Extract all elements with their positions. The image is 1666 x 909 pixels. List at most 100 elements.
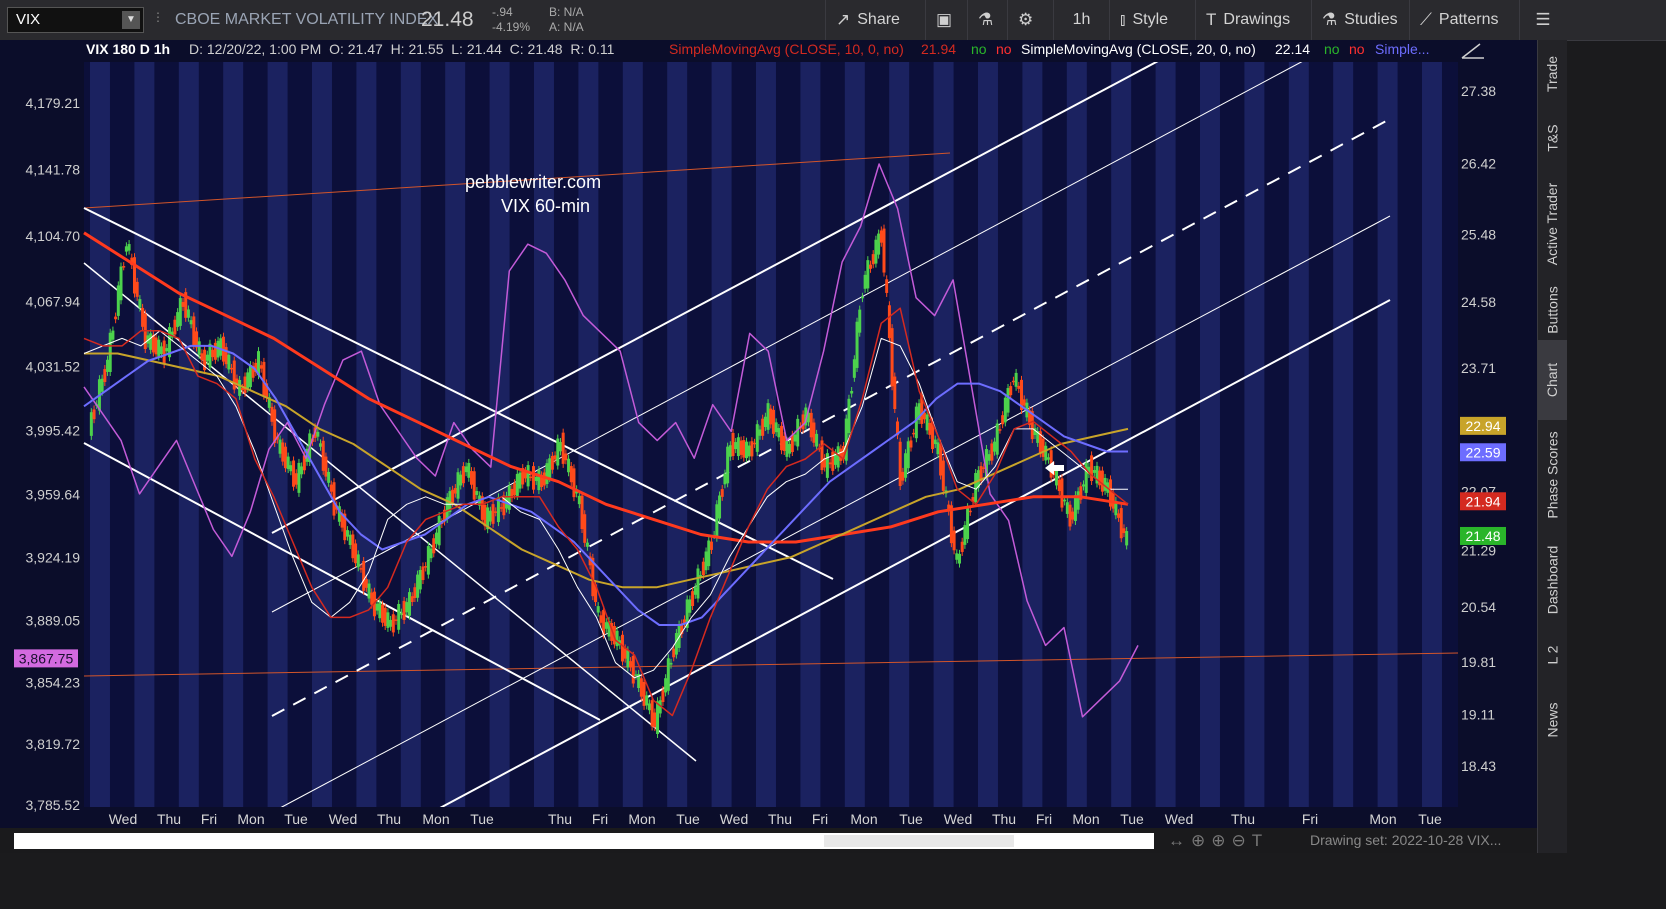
candle-body: [375, 603, 379, 611]
patterns-button[interactable]: ⟋ Patterns: [1409, 0, 1519, 40]
side-tab-l-2[interactable]: L 2: [1538, 630, 1567, 680]
candle-body: [666, 658, 670, 691]
candle-body: [928, 422, 932, 435]
candle-body: [281, 442, 285, 462]
side-panel: Trade T&S Active Trader Buttons Chart Phase S…: [1537, 40, 1567, 860]
candle-body: [577, 495, 581, 505]
candle-body: [321, 440, 325, 471]
candle-body: [715, 504, 719, 538]
candle-body: [734, 442, 738, 450]
candle-body: [548, 458, 552, 479]
candle-body: [642, 681, 646, 706]
time-axis: Wed Thu Fri Mon Tue Wed Thu Mon Tue Thu Fri Mon Tue W…: [84, 807, 1458, 828]
candle-body: [1028, 410, 1032, 425]
settings-button[interactable]: ⚙: [1007, 0, 1053, 40]
text-icon[interactable]: T: [1251, 831, 1269, 850]
flask-icon-studies: ⚗: [1322, 10, 1338, 29]
candle-body: [138, 299, 142, 308]
time-axis-tick: Wed: [720, 811, 749, 827]
candle-body: [960, 541, 964, 552]
candle-body: [971, 497, 975, 502]
snapshot-button[interactable]: ▣: [925, 0, 967, 40]
candle-body: [203, 349, 207, 371]
overlay-labels: [1045, 461, 1064, 475]
candle-body: [1001, 415, 1005, 425]
right-axis-tick: 19.81: [1461, 654, 1496, 670]
candle-body: [246, 372, 250, 389]
side-tab-phase-scores[interactable]: Phase Scores: [1538, 420, 1567, 530]
side-tab-dashboard[interactable]: Dashboard: [1538, 530, 1567, 630]
candle-body: [124, 246, 128, 252]
candle-body: [556, 438, 560, 466]
symbol-input[interactable]: VIX ▼: [7, 7, 144, 33]
candle-body: [1103, 477, 1107, 491]
studies-button[interactable]: ⚗ Studies: [1311, 0, 1409, 40]
candle-body: [745, 441, 749, 459]
candle-body: [232, 360, 236, 390]
candle-body: [100, 378, 104, 392]
style-label: Style: [1132, 11, 1169, 28]
candle-body: [1063, 499, 1067, 502]
sma20-legend: SimpleMovingAvg (CLOSE, 20, 0, no): [1021, 41, 1256, 57]
ask: A: N/A: [549, 20, 584, 34]
side-tab-active-trader[interactable]: Active Trader: [1538, 167, 1567, 280]
rising-channel-bottom: [439, 299, 1391, 809]
link-grip-icon[interactable]: ⋮: [152, 10, 164, 24]
drawing-set-label[interactable]: Drawing set: 2022-10-28 VIX...: [1310, 832, 1502, 848]
candle-body: [949, 505, 953, 544]
header-draw-icon[interactable]: [1461, 43, 1484, 59]
bid: B: N/A: [549, 5, 584, 19]
lab-button[interactable]: ⚗: [967, 0, 1007, 40]
candle-body: [979, 466, 983, 482]
candle-body: [399, 612, 403, 615]
candle-body: [585, 542, 589, 547]
chart-scrollbar[interactable]: [14, 833, 1154, 849]
candle-body: [664, 678, 668, 693]
candle-body: [515, 473, 519, 496]
more-studies-legend[interactable]: Simple...: [1375, 41, 1429, 57]
candle-body: [529, 476, 533, 479]
candle-body: [461, 466, 465, 484]
sma200-line: [83, 231, 1129, 544]
share-button[interactable]: ↗ Share: [825, 0, 925, 40]
candle-body: [192, 316, 196, 346]
candle-body: [259, 365, 263, 369]
zoom-out-icon[interactable]: ⊖: [1231, 831, 1252, 850]
candle-body: [243, 376, 247, 393]
side-tab-t-s[interactable]: T&S: [1538, 108, 1567, 167]
side-tab-chart[interactable]: Chart: [1538, 340, 1567, 420]
menu-button[interactable]: ☰: [1519, 0, 1566, 40]
pan-icon[interactable]: ↔: [1168, 831, 1191, 850]
zoom-in-icon[interactable]: ⊕: [1211, 831, 1232, 850]
style-button[interactable]: ⫾ Style: [1109, 0, 1195, 40]
crosshair-icon[interactable]: ⊕: [1191, 831, 1212, 850]
candle-body: [656, 701, 660, 735]
scrollbar-thumb[interactable]: [824, 835, 1014, 847]
candle-body: [513, 483, 517, 496]
candle-body: [634, 674, 638, 676]
side-tab-news[interactable]: News: [1538, 680, 1567, 760]
side-tab-trade[interactable]: Trade: [1538, 40, 1567, 108]
price-chart[interactable]: VIX 180 D 1h D: 12/20/22, 1:00 PM O: 21.…: [0, 40, 1537, 828]
left-axis-tick: 4,104.70: [26, 228, 81, 244]
timeframe-label: 1h: [1072, 11, 1091, 28]
candle-body: [486, 507, 490, 530]
timeframe-button[interactable]: 1h: [1053, 0, 1109, 40]
time-axis-tick: Thu: [768, 811, 792, 827]
candle-body: [1117, 513, 1121, 518]
drawings-button[interactable]: T Drawings: [1195, 0, 1311, 40]
right-axis-badge-label: 22.59: [1465, 444, 1500, 460]
left-axis-tick: 4,141.78: [26, 162, 81, 178]
candle-body: [890, 328, 894, 387]
candle-body: [742, 440, 746, 458]
candle-body: [89, 412, 93, 436]
candle-body: [491, 504, 495, 524]
side-tab-buttons[interactable]: Buttons: [1538, 280, 1567, 340]
candle-body: [1068, 504, 1072, 527]
session-band: [844, 62, 865, 807]
study-lines: [83, 163, 1139, 718]
candle-body: [925, 414, 929, 431]
symbol-dropdown-icon[interactable]: ▼: [122, 11, 140, 29]
candle-body: [753, 442, 757, 445]
candle-body: [995, 423, 999, 455]
